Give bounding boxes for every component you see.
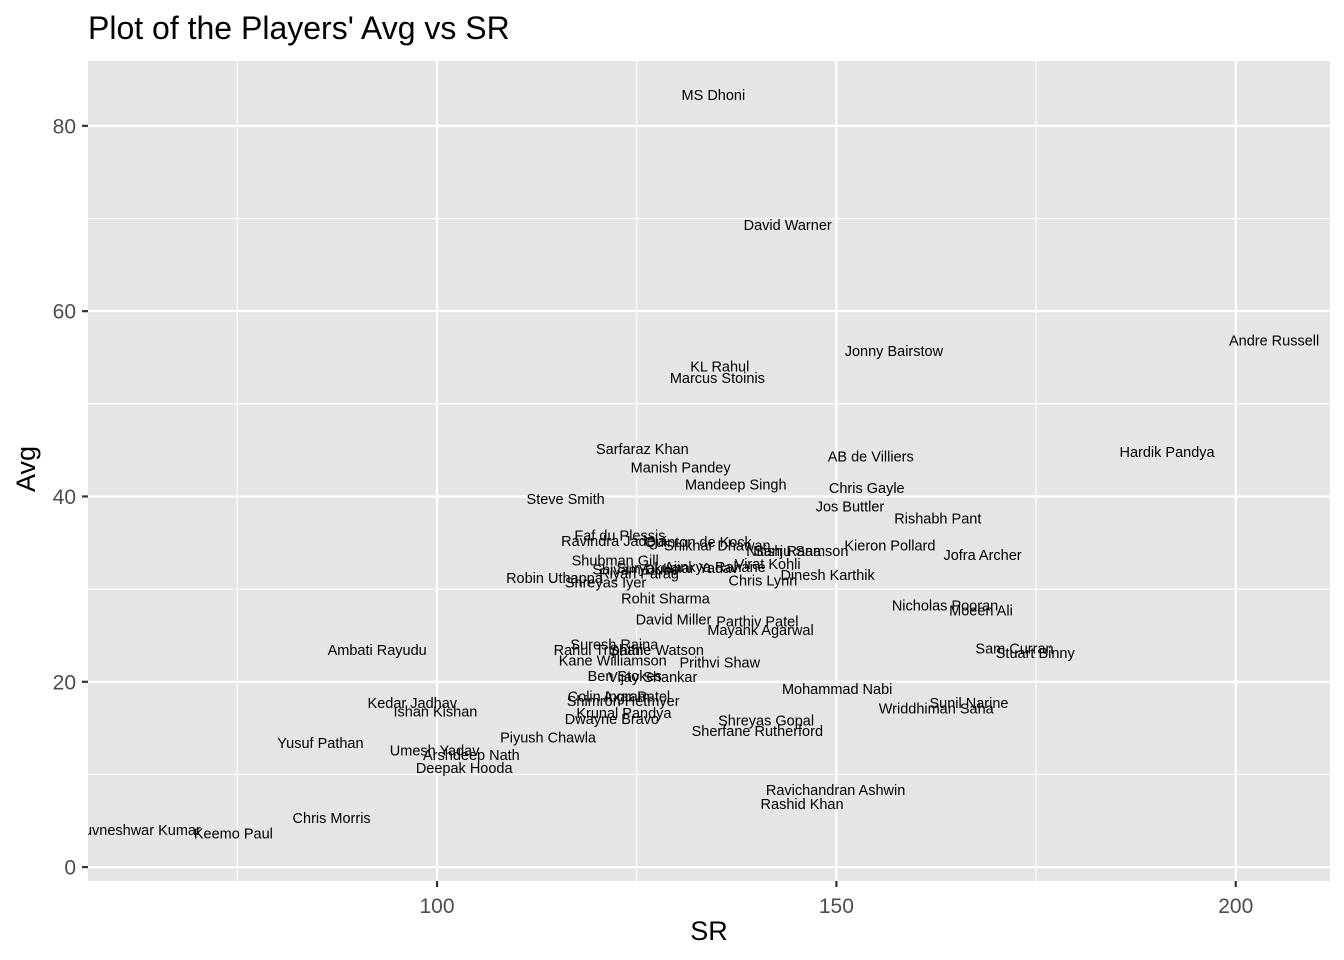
point-label: Ishan Kishan xyxy=(394,704,478,720)
point-label: Hardik Pandya xyxy=(1120,445,1216,461)
point-label: Prithvi Shaw xyxy=(679,655,760,671)
point-label: Virat Kohli xyxy=(735,557,801,573)
point-label: Bhuvneshwar Kumar xyxy=(66,823,201,839)
point-label: Axar Patel xyxy=(603,690,670,706)
point-label: Marcus Stoinis xyxy=(670,371,765,387)
point-label: Ben Stokes xyxy=(588,669,662,685)
point-label: Jos Buttler xyxy=(816,500,885,516)
point-label: Piyush Chawla xyxy=(500,730,597,746)
point-label: Jonny Bairstow xyxy=(845,344,944,360)
point-label: Jofra Archer xyxy=(943,548,1021,564)
point-label: Shikhar Dhawan xyxy=(664,539,770,555)
x-tick-label: 100 xyxy=(420,895,455,918)
point-label: Shreyas Gopal xyxy=(718,714,814,730)
point-label: Ravindra Jadeja xyxy=(561,534,667,550)
point-label: Kedar Jadhav xyxy=(368,696,458,712)
point-label: Nitish Rana xyxy=(746,544,822,560)
point-label: Arshdeep Nath xyxy=(423,748,520,764)
point-label: Chris Morris xyxy=(293,811,371,827)
point-label: Shubman Gill xyxy=(572,553,659,569)
x-axis-title: SR xyxy=(690,916,728,946)
point-label: Wriddhiman Saha xyxy=(879,702,995,718)
minor-gridlines xyxy=(88,61,1330,881)
point-label: Kieron Pollard xyxy=(844,539,935,555)
point-label: Rahul Tripathi xyxy=(554,643,643,659)
y-tick-label: 40 xyxy=(53,486,76,509)
point-label: Rishabh Pant xyxy=(894,512,981,528)
point-label: Sarfaraz Khan xyxy=(596,442,689,458)
point-label: Ravichandran Ashwin xyxy=(766,783,905,799)
point-label: Kane Williamson xyxy=(559,653,667,669)
point-label: MS Dhoni xyxy=(682,88,746,104)
plot-panel xyxy=(88,61,1330,881)
point-label: Shivam Dube xyxy=(592,563,679,579)
point-label: Yusuf Pathan xyxy=(277,736,363,752)
point-label: Shane Watson xyxy=(609,643,704,659)
x-tick-label: 150 xyxy=(819,895,854,918)
point-label: Sherfane Rutherford xyxy=(692,724,823,740)
point-label: Shimron Hetmyer xyxy=(567,694,680,710)
point-label: Stuart Binny xyxy=(996,646,1076,662)
y-tick-label: 0 xyxy=(64,857,76,880)
point-label: KL Rahul xyxy=(690,360,749,376)
x-tick-label: 200 xyxy=(1218,895,1253,918)
point-label: Krunal Pandya xyxy=(576,706,672,722)
y-tick-label: 60 xyxy=(53,301,76,324)
point-label: Robin Uthappa xyxy=(506,571,604,587)
point-label: Vijay Shankar xyxy=(608,670,697,686)
point-label: Riyan Parag xyxy=(599,566,679,582)
point-label: Sanju Samson xyxy=(754,544,848,560)
point-label: Colin Ingram xyxy=(568,690,650,706)
point-label: Dwayne Bravo xyxy=(565,712,659,728)
point-label: Manish Pandey xyxy=(631,461,732,477)
point-label: Nicholas Pooran xyxy=(892,599,998,615)
point-label: Keemo Paul xyxy=(194,827,273,843)
point-label: Sam Curran xyxy=(975,641,1053,657)
y-axis-title: Avg xyxy=(11,446,41,492)
point-label: Deepak Hooda xyxy=(416,761,514,777)
major-gridlines xyxy=(88,61,1330,881)
chart-title: Plot of the Players' Avg vs SR xyxy=(88,10,510,46)
y-tick-label: 80 xyxy=(53,115,76,138)
point-label: Mohammad Nabi xyxy=(782,682,892,698)
point-label: Faf du Plessis xyxy=(574,528,665,544)
point-label: Suryakumar Yadav xyxy=(616,561,739,577)
point-label: Chris Gayle xyxy=(829,481,905,497)
point-label: David Warner xyxy=(744,218,832,234)
point-label: Umesh Yadav xyxy=(390,743,480,759)
point-label: Parthiv Patel xyxy=(716,614,798,630)
point-label: Sunil Narine xyxy=(929,696,1008,712)
point-label: Quinton de Kock xyxy=(645,535,753,551)
point-labels: MS Dhoni David Warner Andre Russell Jonny B… xyxy=(66,88,1319,843)
point-label: Chris Lynn xyxy=(729,574,798,590)
x-axis-ticks: 100 150 200 xyxy=(420,881,1253,918)
point-label: Ajinkya Rahane xyxy=(664,560,766,576)
y-tick-label: 20 xyxy=(53,671,76,694)
point-label: Shreyas Iyer xyxy=(565,576,647,592)
point-label: AB de Villiers xyxy=(828,450,914,466)
point-label: Andre Russell xyxy=(1229,334,1319,350)
y-axis-ticks: 0 20 40 60 80 xyxy=(53,115,88,880)
point-label: David Miller xyxy=(636,613,712,629)
point-label: Dinesh Karthik xyxy=(780,568,875,584)
point-label: Ambati Rayudu xyxy=(328,643,427,659)
point-label: Mandeep Singh xyxy=(685,477,787,493)
point-label: Steve Smith xyxy=(527,492,605,508)
point-label: Rohit Sharma xyxy=(621,591,711,607)
point-label: Mayank Agarwal xyxy=(707,623,813,639)
point-label: Suresh Raina xyxy=(570,638,659,654)
point-label: Rashid Khan xyxy=(761,797,844,813)
point-label: Moeen Ali xyxy=(949,603,1013,619)
